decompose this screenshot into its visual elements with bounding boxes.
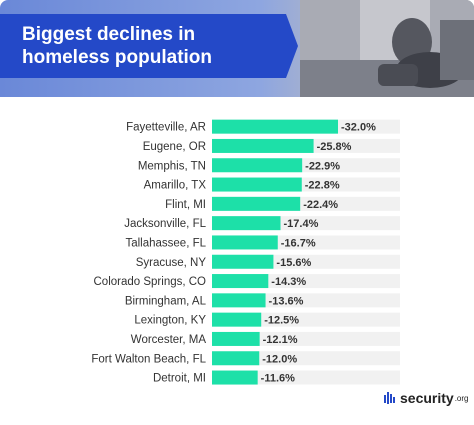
bar	[212, 216, 281, 231]
title-box: Biggest declines in homeless population	[0, 14, 298, 78]
bar	[212, 370, 258, 385]
bar-track	[212, 370, 400, 385]
brand-logo: security .org	[384, 390, 469, 406]
bar	[212, 274, 269, 289]
bar	[212, 177, 302, 192]
category-label: Colorado Springs, CO	[94, 276, 207, 288]
value-label: -12.0%	[262, 353, 297, 365]
value-label: -17.4%	[284, 218, 319, 230]
shield-bars-icon	[384, 392, 395, 404]
value-label: -25.8%	[317, 141, 352, 153]
bar	[212, 293, 266, 308]
value-label: -15.6%	[276, 257, 311, 269]
bar-chart: Fayetteville, AR -32.0% Eugene, OR -25.8% Me…	[91, 119, 400, 385]
category-label: Fayetteville, AR	[126, 122, 206, 134]
header-banner: Biggest declines in homeless population	[0, 0, 474, 97]
bar	[212, 119, 338, 134]
value-label: -14.3%	[271, 276, 306, 288]
value-label: -22.8%	[305, 180, 340, 192]
category-label: Amarillo, TX	[144, 180, 207, 192]
value-label: -12.1%	[263, 334, 298, 346]
value-label: -22.4%	[303, 199, 338, 211]
value-label: -32.0%	[341, 122, 376, 134]
value-label: -12.5%	[264, 315, 299, 327]
value-label: -11.6%	[261, 373, 295, 385]
value-label: -22.9%	[305, 160, 340, 172]
bar	[212, 254, 274, 269]
category-label: Tallahassee, FL	[125, 237, 206, 249]
bar	[212, 196, 301, 211]
category-label: Worcester, MA	[131, 334, 207, 346]
category-label: Fort Walton Beach, FL	[91, 353, 206, 365]
brand-name: security	[400, 390, 454, 406]
bar	[212, 235, 278, 250]
value-label: -13.6%	[269, 295, 304, 307]
category-label: Memphis, TN	[138, 160, 206, 172]
category-label: Eugene, OR	[143, 141, 206, 153]
brand-tld: .org	[454, 393, 469, 403]
bar	[212, 158, 303, 173]
bar	[212, 351, 260, 366]
bar	[212, 331, 260, 346]
bar	[212, 138, 314, 153]
category-label: Lexington, KY	[134, 315, 206, 327]
category-label: Syracuse, NY	[136, 257, 207, 269]
category-label: Flint, MI	[165, 199, 206, 211]
category-label: Birmingham, AL	[125, 295, 207, 307]
category-label: Jacksonville, FL	[124, 218, 206, 230]
header-photo-image	[300, 0, 474, 97]
value-label: -16.7%	[281, 237, 316, 249]
category-label: Detroit, MI	[153, 373, 206, 385]
chart-title: Biggest declines in homeless population	[22, 24, 213, 68]
bar	[212, 312, 262, 327]
